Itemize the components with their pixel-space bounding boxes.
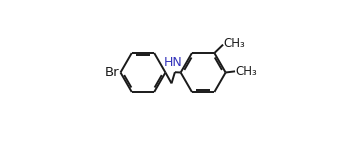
Text: Br: Br: [105, 66, 119, 79]
Text: CH₃: CH₃: [236, 65, 257, 78]
Text: CH₃: CH₃: [223, 37, 245, 50]
Text: HN: HN: [164, 56, 183, 69]
